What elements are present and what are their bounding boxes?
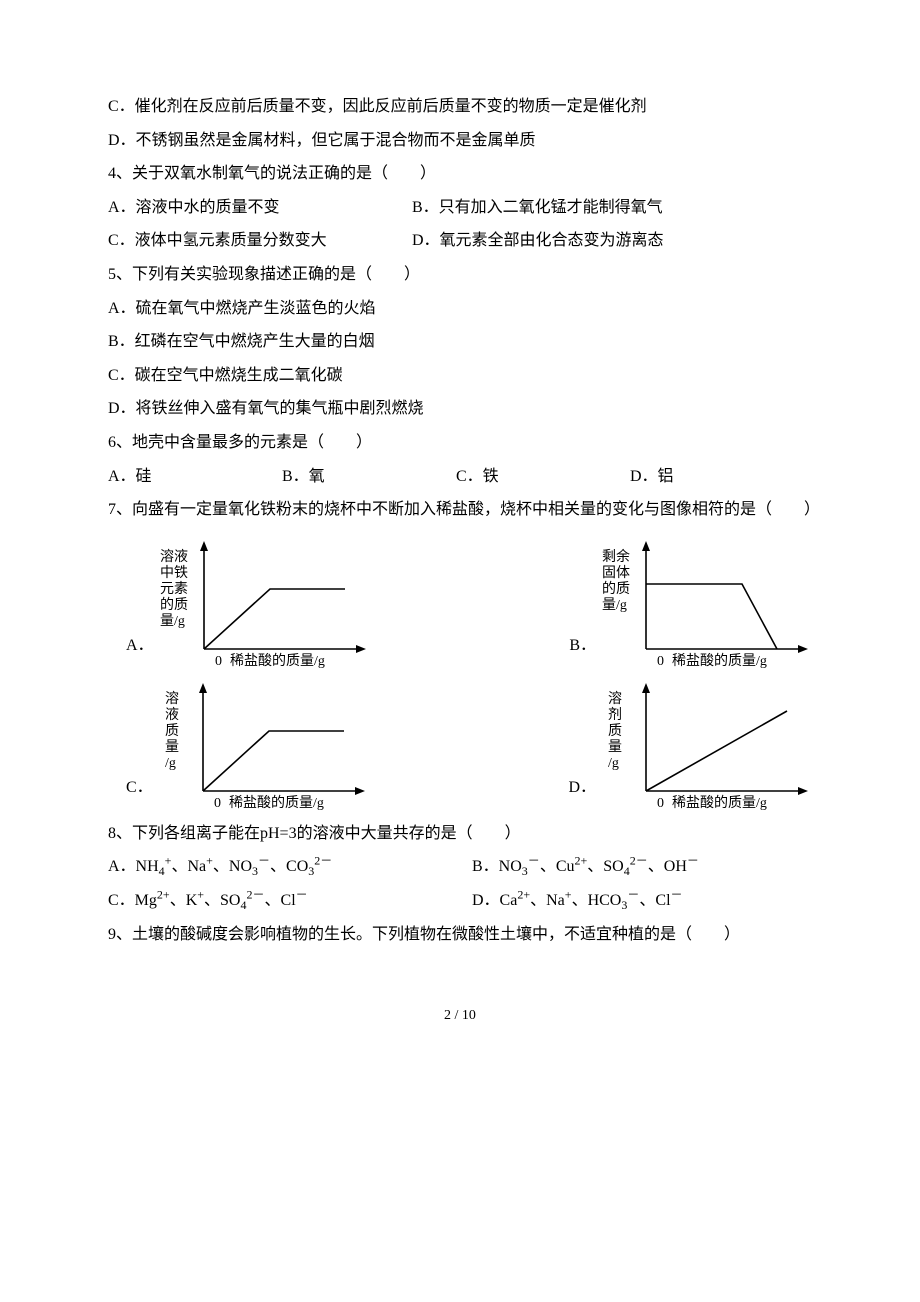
svg-text:中铁: 中铁 xyxy=(160,565,188,581)
svg-text:量/g: 量/g xyxy=(602,597,627,613)
page-number: 2 / 10 xyxy=(108,1001,812,1030)
q4-stem: 4、关于双氧水制氧气的说法正确的是（ ） xyxy=(108,157,812,191)
q7-row1: A． 溶液 中铁 元素 的质 量/g 0 稀盐酸的质量/g B． 剩余 固体 的… xyxy=(108,539,812,669)
svg-text:稀盐酸的质量/g: 稀盐酸的质量/g xyxy=(672,653,767,669)
svg-text:0: 0 xyxy=(214,796,221,811)
q7-chart-a-block: A． 溶液 中铁 元素 的质 量/g 0 稀盐酸的质量/g xyxy=(126,539,370,669)
q6-c: C．铁 xyxy=(456,460,626,494)
q6-d: D．铝 xyxy=(630,460,674,494)
q5-a: A．硫在氧气中燃烧产生淡蓝色的火焰 xyxy=(108,292,812,326)
svg-text:液: 液 xyxy=(165,707,179,723)
svg-text:0: 0 xyxy=(657,796,664,811)
svg-text:量: 量 xyxy=(608,739,622,755)
svg-text:的质: 的质 xyxy=(602,581,630,597)
svg-text:稀盐酸的质量/g: 稀盐酸的质量/g xyxy=(230,653,325,669)
q3-c: C．催化剂在反应前后质量不变，因此反应前后质量不变的物质一定是催化剂 xyxy=(108,90,812,124)
q7-chart-b: 剩余 固体 的质 量/g 0 稀盐酸的质量/g xyxy=(602,539,812,669)
svg-text:元素: 元素 xyxy=(160,581,188,597)
q7-opt-d: D． xyxy=(568,771,596,811)
svg-text:剩余: 剩余 xyxy=(602,548,630,565)
q7-stem: 7、向盛有一定量氧化铁粉末的烧杯中不断加入稀盐酸，烧杯中相关量的变化与图像相符的… xyxy=(108,493,812,527)
q7-chart-a: 溶液 中铁 元素 的质 量/g 0 稀盐酸的质量/g xyxy=(160,539,370,669)
svg-text:量: 量 xyxy=(165,739,179,755)
q6-a: A．硅 xyxy=(108,460,278,494)
q8-b: B．NO3－、Cu2+、SO42－、OH－ xyxy=(472,858,699,875)
q8-ab: A．NH4+、Na+、NO3－、CO32－ B．NO3－、Cu2+、SO42－、… xyxy=(108,850,812,884)
svg-text:稀盐酸的质量/g: 稀盐酸的质量/g xyxy=(672,795,767,811)
q7-opt-a: A． xyxy=(126,629,154,669)
q7-chart-c-block: C． 溶 液 质 量 /g 0 稀盐酸的质量/g xyxy=(126,681,369,811)
q5-d: D．将铁丝伸入盛有氧气的集气瓶中剧烈燃烧 xyxy=(108,392,812,426)
svg-text:的质: 的质 xyxy=(160,597,188,613)
q4-c: C．液体中氢元素质量分数变大 xyxy=(108,224,408,258)
svg-text:质: 质 xyxy=(608,723,622,739)
q8-c: C．Mg2+、K+、SO42－、Cl－ xyxy=(108,884,468,918)
svg-text:量/g: 量/g xyxy=(160,613,185,629)
q7-opt-c: C． xyxy=(126,771,153,811)
svg-text:溶液: 溶液 xyxy=(160,549,188,565)
q6-opts: A．硅 B．氧 C．铁 D．铝 xyxy=(108,460,812,494)
q7-chart-d: 溶 剂 质 量 /g 0 稀盐酸的质量/g xyxy=(602,681,812,811)
svg-text:0: 0 xyxy=(215,654,222,669)
q8-cd: C．Mg2+、K+、SO42－、Cl－ D．Ca2+、Na+、HCO3－、Cl－ xyxy=(108,884,812,918)
q8-stem: 8、下列各组离子能在pH=3的溶液中大量共存的是（ ） xyxy=(108,817,812,851)
svg-text:溶: 溶 xyxy=(165,691,179,707)
q4-d: D．氧元素全部由化合态变为游离态 xyxy=(412,232,664,249)
q5-b: B．红磷在空气中燃烧产生大量的白烟 xyxy=(108,325,812,359)
svg-text:溶: 溶 xyxy=(608,691,622,707)
q4-b: B．只有加入二氧化锰才能制得氧气 xyxy=(412,199,663,216)
q9-stem: 9、土壤的酸碱度会影响植物的生长。下列植物在微酸性土壤中，不适宜种植的是（ ） xyxy=(108,918,812,952)
q8-a: A．NH4+、Na+、NO3－、CO32－ xyxy=(108,850,468,884)
q7-chart-c: 溶 液 质 量 /g 0 稀盐酸的质量/g xyxy=(159,681,369,811)
q5-c: C．碳在空气中燃烧生成二氧化碳 xyxy=(108,359,812,393)
q7-chart-b-block: B． 剩余 固体 的质 量/g 0 稀盐酸的质量/g xyxy=(569,539,812,669)
q4-ab: A．溶液中水的质量不变 B．只有加入二氧化锰才能制得氧气 xyxy=(108,191,812,225)
svg-text:剂: 剂 xyxy=(608,707,622,723)
q3-d: D．不锈钢虽然是金属材料，但它属于混合物而不是金属单质 xyxy=(108,124,812,158)
svg-text:质: 质 xyxy=(165,723,179,739)
q7-row2: C． 溶 液 质 量 /g 0 稀盐酸的质量/g D． 溶 剂 质 量 /g xyxy=(108,681,812,811)
q7-chart-d-block: D． 溶 剂 质 量 /g 0 稀盐酸的质量/g xyxy=(568,681,812,811)
q4-cd: C．液体中氢元素质量分数变大 D．氧元素全部由化合态变为游离态 xyxy=(108,224,812,258)
q4-a: A．溶液中水的质量不变 xyxy=(108,191,408,225)
q6-stem: 6、地壳中含量最多的元素是（ ） xyxy=(108,426,812,460)
q6-b: B．氧 xyxy=(282,460,452,494)
q7-opt-b: B． xyxy=(569,629,596,669)
svg-text:0: 0 xyxy=(657,654,664,669)
svg-text:稀盐酸的质量/g: 稀盐酸的质量/g xyxy=(229,795,324,811)
svg-text:/g: /g xyxy=(165,756,176,771)
svg-text:/g: /g xyxy=(608,756,619,771)
svg-text:固体: 固体 xyxy=(602,565,630,581)
q8-d: D．Ca2+、Na+、HCO3－、Cl－ xyxy=(472,892,683,909)
q5-stem: 5、下列有关实验现象描述正确的是（ ） xyxy=(108,258,812,292)
